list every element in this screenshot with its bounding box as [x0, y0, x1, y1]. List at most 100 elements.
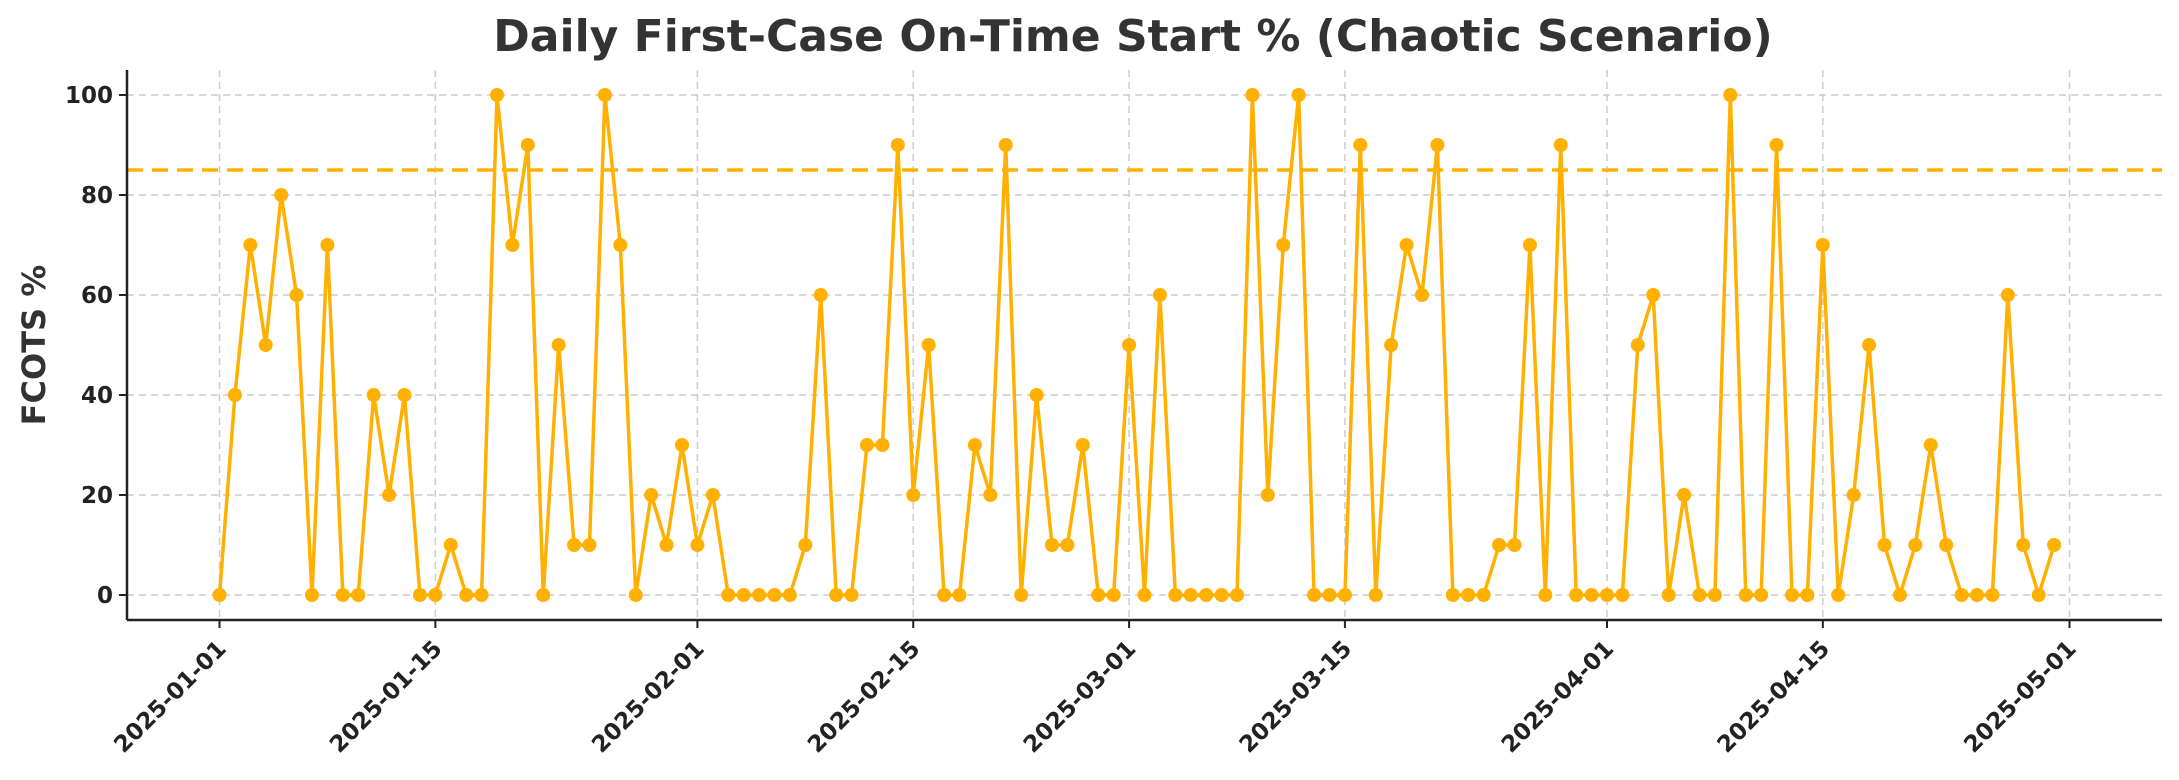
- data-point: [2000, 288, 2015, 302]
- data-point: [1970, 588, 1984, 602]
- x-tick-label: 2025-02-15: [803, 636, 925, 758]
- data-point: [2016, 538, 2031, 552]
- data-point: [1476, 588, 1491, 602]
- data-point: [705, 488, 720, 502]
- data-point: [536, 588, 551, 602]
- data-point: [567, 538, 582, 552]
- y-axis-label: FCOTS %: [15, 265, 53, 426]
- data-point: [1137, 588, 1152, 602]
- data-point: [1384, 338, 1399, 352]
- data-point: [351, 588, 366, 602]
- data-point: [1029, 388, 1044, 402]
- data-point: [305, 588, 319, 602]
- data-point: [752, 588, 767, 602]
- data-point: [1584, 588, 1599, 602]
- x-tick-label: 2025-01-01: [109, 636, 231, 758]
- grid: [127, 70, 2162, 620]
- data-point: [397, 388, 412, 402]
- data-point: [1415, 288, 1429, 302]
- data-point: [212, 588, 227, 602]
- data-point: [428, 588, 443, 602]
- data-point: [967, 438, 982, 452]
- data-point: [1723, 88, 1738, 102]
- data-point: [690, 538, 705, 552]
- data-point: [1615, 588, 1630, 602]
- data-point: [1831, 588, 1846, 602]
- data-point: [1815, 238, 1830, 252]
- chart-title: Daily First-Case On-Time Start % (Chaoti…: [493, 11, 1772, 62]
- data-point: [1800, 588, 1815, 602]
- data-point: [1152, 288, 1167, 302]
- data-point: [1368, 588, 1383, 602]
- x-tick-label: 2025-03-01: [1019, 636, 1141, 758]
- x-tick-label: 2025-01-15: [325, 636, 447, 758]
- series: [212, 88, 2062, 602]
- data-point: [1461, 588, 1476, 602]
- data-point: [983, 488, 998, 502]
- data-point: [1877, 538, 1892, 552]
- data-point: [1260, 488, 1275, 502]
- data-point: [1322, 588, 1337, 602]
- data-point: [890, 138, 905, 152]
- x-tick-label: 2025-04-01: [1497, 636, 1619, 758]
- data-point: [505, 238, 520, 252]
- data-point: [1122, 338, 1137, 352]
- data-point: [243, 238, 258, 252]
- data-point: [2031, 588, 2046, 602]
- data-point: [1908, 538, 1923, 552]
- data-point: [1646, 288, 1661, 302]
- data-point: [1045, 538, 1059, 552]
- data-point: [1846, 488, 1861, 502]
- data-point: [474, 588, 489, 602]
- data-point: [412, 588, 427, 602]
- data-point: [906, 488, 921, 502]
- data-point: [952, 588, 967, 602]
- data-point: [875, 438, 890, 452]
- data-point: [675, 438, 689, 452]
- data-point: [597, 88, 612, 102]
- data-point: [721, 588, 736, 602]
- data-point: [1168, 588, 1183, 602]
- data-point: [1923, 438, 1938, 452]
- data-point: [1075, 438, 1090, 452]
- data-point: [1522, 238, 1537, 252]
- data-point: [1769, 138, 1784, 152]
- data-point: [860, 438, 874, 452]
- y-tick-label: 60: [81, 283, 113, 309]
- data-point: [659, 538, 674, 552]
- data-point: [937, 588, 952, 602]
- data-point: [382, 488, 397, 502]
- x-tick-label: 2025-02-01: [587, 636, 709, 758]
- data-point: [736, 588, 751, 602]
- data-point: [1569, 588, 1584, 602]
- data-point: [1091, 588, 1106, 602]
- data-point: [998, 138, 1013, 152]
- data-point: [813, 288, 828, 302]
- data-point: [1738, 588, 1753, 602]
- data-point: [1892, 588, 1907, 602]
- data-point: [1291, 88, 1306, 102]
- x-tick-label: 2025-03-15: [1235, 636, 1357, 758]
- data-point: [1692, 588, 1707, 602]
- data-point: [459, 588, 474, 602]
- data-point: [289, 288, 304, 302]
- data-point: [1106, 588, 1121, 602]
- data-point: [1985, 588, 2000, 602]
- data-point: [1399, 238, 1414, 252]
- axes: [125, 70, 2162, 622]
- y-tick-label: 80: [81, 183, 113, 209]
- data-point: [1661, 588, 1676, 602]
- data-point: [1060, 538, 1075, 552]
- data-point: [921, 338, 936, 352]
- data-point: [1492, 538, 1507, 552]
- data-point: [1199, 588, 1214, 602]
- data-point: [227, 388, 242, 402]
- data-point: [1707, 588, 1722, 602]
- data-point: [366, 388, 381, 402]
- y-axis-ticks: 0 20 40 60 80 100: [65, 83, 127, 609]
- data-point: [551, 338, 566, 352]
- data-point: [644, 488, 659, 502]
- data-point: [1553, 138, 1568, 152]
- data-point: [258, 338, 273, 352]
